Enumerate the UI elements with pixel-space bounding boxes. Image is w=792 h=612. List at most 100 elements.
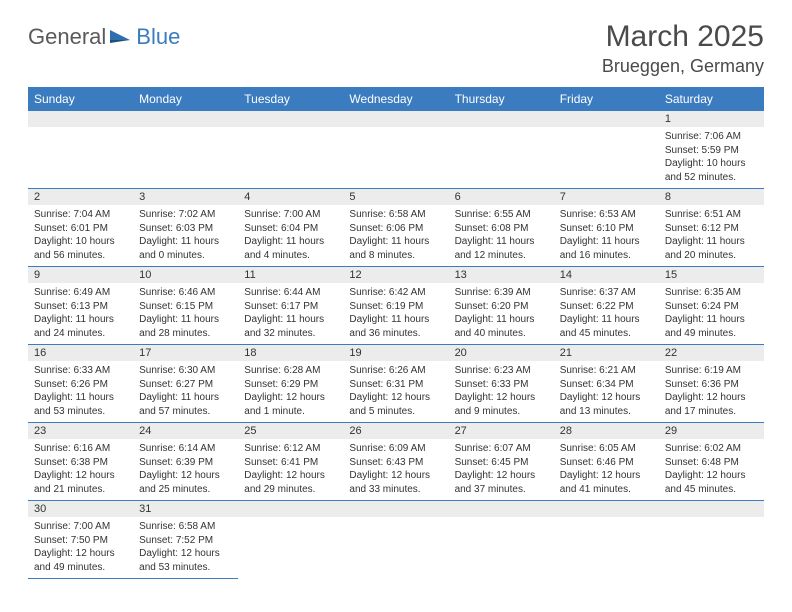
day-number: 18 — [238, 345, 343, 361]
sunset-line: Sunset: 6:45 PM — [455, 456, 548, 470]
sunset-line: Sunset: 6:24 PM — [665, 300, 758, 314]
sunset-line: Sunset: 6:39 PM — [139, 456, 232, 470]
sunset-line: Sunset: 6:33 PM — [455, 378, 548, 392]
sunset-line: Sunset: 6:19 PM — [349, 300, 442, 314]
day-details: Sunrise: 6:19 AMSunset: 6:36 PMDaylight:… — [659, 361, 764, 422]
weekday-header: Monday — [133, 87, 238, 111]
page-title: March 2025 — [602, 20, 764, 54]
calendar-day-cell: 20Sunrise: 6:23 AMSunset: 6:33 PMDayligh… — [449, 345, 554, 423]
day-details: Sunrise: 6:46 AMSunset: 6:15 PMDaylight:… — [133, 283, 238, 344]
calendar-day-cell — [238, 501, 343, 579]
sunrise-line: Sunrise: 7:06 AM — [665, 130, 758, 144]
weekday-header-row: Sunday Monday Tuesday Wednesday Thursday… — [28, 87, 764, 111]
logo-flag-icon — [108, 27, 134, 47]
calendar-day-cell: 1Sunrise: 7:06 AMSunset: 5:59 PMDaylight… — [659, 111, 764, 189]
day-number: 17 — [133, 345, 238, 361]
day-details: Sunrise: 6:44 AMSunset: 6:17 PMDaylight:… — [238, 283, 343, 344]
sunset-line: Sunset: 6:41 PM — [244, 456, 337, 470]
sunrise-line: Sunrise: 6:30 AM — [139, 364, 232, 378]
daylight-line: Daylight: 12 hours and 41 minutes. — [560, 469, 653, 496]
sunrise-line: Sunrise: 6:49 AM — [34, 286, 127, 300]
sunset-line: Sunset: 6:26 PM — [34, 378, 127, 392]
day-number: 14 — [554, 267, 659, 283]
sunset-line: Sunset: 6:15 PM — [139, 300, 232, 314]
daylight-line: Daylight: 11 hours and 16 minutes. — [560, 235, 653, 262]
day-details: Sunrise: 6:53 AMSunset: 6:10 PMDaylight:… — [554, 205, 659, 266]
calendar-day-cell: 31Sunrise: 6:58 AMSunset: 7:52 PMDayligh… — [133, 501, 238, 579]
day-number-bar — [659, 501, 764, 517]
sunset-line: Sunset: 6:22 PM — [560, 300, 653, 314]
sunrise-line: Sunrise: 6:51 AM — [665, 208, 758, 222]
daylight-line: Daylight: 11 hours and 8 minutes. — [349, 235, 442, 262]
sunrise-line: Sunrise: 6:42 AM — [349, 286, 442, 300]
calendar-day-cell: 23Sunrise: 6:16 AMSunset: 6:38 PMDayligh… — [28, 423, 133, 501]
calendar-day-cell: 8Sunrise: 6:51 AMSunset: 6:12 PMDaylight… — [659, 189, 764, 267]
calendar-day-cell: 25 Sunrise: 6:12 AMSunset: 6:41 PMDayligh… — [238, 423, 343, 501]
calendar-day-cell: 2Sunrise: 7:04 AMSunset: 6:01 PMDaylight… — [28, 189, 133, 267]
day-details: Sunrise: 6:16 AMSunset: 6:38 PMDaylight:… — [28, 439, 133, 500]
logo-text-blue: Blue — [136, 24, 180, 50]
sunset-line: Sunset: 6:04 PM — [244, 222, 337, 236]
calendar-day-cell: 12Sunrise: 6:42 AMSunset: 6:19 PMDayligh… — [343, 267, 448, 345]
logo: General Blue — [28, 24, 180, 50]
daylight-line: Daylight: 12 hours and 1 minute. — [244, 391, 337, 418]
day-number: 15 — [659, 267, 764, 283]
sunset-line: Sunset: 6:17 PM — [244, 300, 337, 314]
day-number: 31 — [133, 501, 238, 517]
day-details: Sunrise: 7:06 AMSunset: 5:59 PMDaylight:… — [659, 127, 764, 188]
weekday-header: Saturday — [659, 87, 764, 111]
sunrise-line: Sunrise: 6:46 AM — [139, 286, 232, 300]
sunset-line: Sunset: 6:34 PM — [560, 378, 653, 392]
day-number: 13 — [449, 267, 554, 283]
day-details: Sunrise: 6:02 AMSunset: 6:48 PMDaylight:… — [659, 439, 764, 500]
day-number: 25 — [238, 423, 343, 439]
sunset-line: Sunset: 6:13 PM — [34, 300, 127, 314]
day-details: Sunrise: 6:39 AMSunset: 6:20 PMDaylight:… — [449, 283, 554, 344]
calendar-day-cell: 21Sunrise: 6:21 AMSunset: 6:34 PMDayligh… — [554, 345, 659, 423]
day-number: 26 — [343, 423, 448, 439]
day-number: 6 — [449, 189, 554, 205]
day-details: Sunrise: 6:05 AMSunset: 6:46 PMDaylight:… — [554, 439, 659, 500]
daylight-line: Daylight: 12 hours and 37 minutes. — [455, 469, 548, 496]
calendar-day-cell: 3Sunrise: 7:02 AMSunset: 6:03 PMDaylight… — [133, 189, 238, 267]
calendar-day-cell: 26Sunrise: 6:09 AMSunset: 6:43 PMDayligh… — [343, 423, 448, 501]
day-number: 23 — [28, 423, 133, 439]
calendar-day-cell: 13Sunrise: 6:39 AMSunset: 6:20 PMDayligh… — [449, 267, 554, 345]
sunset-line: Sunset: 7:50 PM — [34, 534, 127, 548]
calendar-week-row: 30Sunrise: 7:00 AMSunset: 7:50 PMDayligh… — [28, 501, 764, 579]
sunrise-line: Sunrise: 6:02 AM — [665, 442, 758, 456]
daylight-line: Daylight: 12 hours and 5 minutes. — [349, 391, 442, 418]
sunset-line: Sunset: 5:59 PM — [665, 144, 758, 158]
daylight-line: Daylight: 11 hours and 0 minutes. — [139, 235, 232, 262]
daylight-line: Daylight: 11 hours and 12 minutes. — [455, 235, 548, 262]
calendar-day-cell: 22Sunrise: 6:19 AMSunset: 6:36 PMDayligh… — [659, 345, 764, 423]
calendar-day-cell: 10Sunrise: 6:46 AMSunset: 6:15 PMDayligh… — [133, 267, 238, 345]
day-number: 4 — [238, 189, 343, 205]
sunset-line: Sunset: 6:10 PM — [560, 222, 653, 236]
daylight-line: Daylight: 12 hours and 29 minutes. — [244, 469, 337, 496]
daylight-line: Daylight: 11 hours and 32 minutes. — [244, 313, 337, 340]
sunrise-line: Sunrise: 6:05 AM — [560, 442, 653, 456]
daylight-line: Daylight: 11 hours and 53 minutes. — [34, 391, 127, 418]
sunrise-line: Sunrise: 7:00 AM — [244, 208, 337, 222]
day-number: 9 — [28, 267, 133, 283]
sunrise-line: Sunrise: 6:58 AM — [139, 520, 232, 534]
sunset-line: Sunset: 6:03 PM — [139, 222, 232, 236]
day-number-bar — [238, 111, 343, 127]
calendar-day-cell — [343, 501, 448, 579]
calendar-day-cell — [449, 501, 554, 579]
day-details: Sunrise: 6:37 AMSunset: 6:22 PMDaylight:… — [554, 283, 659, 344]
day-details: Sunrise: 6:49 AMSunset: 6:13 PMDaylight:… — [28, 283, 133, 344]
calendar-day-cell: 24Sunrise: 6:14 AMSunset: 6:39 PMDayligh… — [133, 423, 238, 501]
calendar-day-cell: 4Sunrise: 7:00 AMSunset: 6:04 PMDaylight… — [238, 189, 343, 267]
calendar-day-cell: 11Sunrise: 6:44 AMSunset: 6:17 PMDayligh… — [238, 267, 343, 345]
calendar-day-cell: 30Sunrise: 7:00 AMSunset: 7:50 PMDayligh… — [28, 501, 133, 579]
day-details: Sunrise: 6:58 AMSunset: 6:06 PMDaylight:… — [343, 205, 448, 266]
calendar-day-cell — [659, 501, 764, 579]
calendar-day-cell — [238, 111, 343, 189]
sunrise-line: Sunrise: 6:26 AM — [349, 364, 442, 378]
daylight-line: Daylight: 11 hours and 40 minutes. — [455, 313, 548, 340]
day-details: Sunrise: 6:28 AMSunset: 6:29 PMDaylight:… — [238, 361, 343, 422]
sunrise-line: Sunrise: 6:12 AM — [244, 442, 337, 456]
day-number-bar — [554, 501, 659, 517]
